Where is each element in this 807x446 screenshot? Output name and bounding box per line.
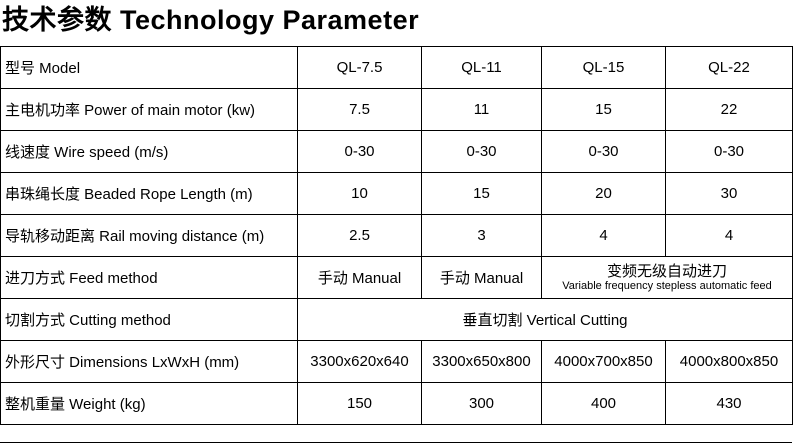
cell-weight-1: 150 — [297, 382, 422, 426]
cell-wire-speed-4: 0-30 — [665, 130, 793, 174]
cell-motor-power-4: 22 — [665, 88, 793, 132]
table-row-model: 型号 Model QL-7.5 QL-11 QL-15 QL-22 — [0, 46, 793, 90]
table-row-motor-power: 主电机功率 Power of main motor (kw) 7.5 11 15… — [0, 88, 793, 132]
row-label-motor-power: 主电机功率 Power of main motor (kw) — [0, 88, 298, 132]
table-row-weight: 整机重量 Weight (kg) 150 300 400 430 — [0, 382, 793, 426]
cell-feed-method-1: 手动 Manual — [297, 256, 422, 300]
page-title: 技术参数 Technology Parameter — [2, 5, 420, 35]
cell-rope-length-2: 15 — [421, 172, 542, 216]
cell-wire-speed-2: 0-30 — [421, 130, 542, 174]
cell-rope-length-3: 20 — [541, 172, 666, 216]
cell-motor-power-2: 11 — [421, 88, 542, 132]
cell-cutting-method-merged: 垂直切割 Vertical Cutting — [297, 298, 793, 342]
cell-weight-4: 430 — [665, 382, 793, 426]
cell-motor-power-1: 7.5 — [297, 88, 422, 132]
cell-dimensions-3: 4000x700x850 — [541, 340, 666, 384]
cell-wire-speed-3: 0-30 — [541, 130, 666, 174]
cell-rope-length-4: 30 — [665, 172, 793, 216]
row-label-feed-method: 进刀方式 Feed method — [0, 256, 298, 300]
tech-parameter-table: 型号 Model QL-7.5 QL-11 QL-15 QL-22 主电机功率 … — [0, 46, 793, 426]
cell-motor-power-3: 15 — [541, 88, 666, 132]
cell-model-4: QL-22 — [665, 46, 793, 90]
cell-weight-2: 300 — [421, 382, 542, 426]
cell-model-1: QL-7.5 — [297, 46, 422, 90]
table-row-rail-distance: 导轨移动距离 Rail moving distance (m) 2.5 3 4 … — [0, 214, 793, 258]
row-label-dimensions: 外形尺寸 Dimensions LxWxH (mm) — [0, 340, 298, 384]
cropped-next-row-border — [0, 442, 792, 444]
row-label-rope-length: 串珠绳长度 Beaded Rope Length (m) — [0, 172, 298, 216]
table-row-rope-length: 串珠绳长度 Beaded Rope Length (m) 10 15 20 30 — [0, 172, 793, 216]
row-label-wire-speed: 线速度 Wire speed (m/s) — [0, 130, 298, 174]
table-row-feed-method: 进刀方式 Feed method 手动 Manual 手动 Manual 变频无… — [0, 256, 793, 300]
table-row-wire-speed: 线速度 Wire speed (m/s) 0-30 0-30 0-30 0-30 — [0, 130, 793, 174]
cell-feed-method-merged: 变频无级自动进刀 Variable frequency stepless aut… — [541, 256, 793, 300]
row-label-weight: 整机重量 Weight (kg) — [0, 382, 298, 426]
cell-dimensions-4: 4000x800x850 — [665, 340, 793, 384]
cell-rope-length-1: 10 — [297, 172, 422, 216]
feed-method-merged-sub: Variable frequency stepless automatic fe… — [562, 280, 772, 293]
cell-dimensions-1: 3300x620x640 — [297, 340, 422, 384]
row-label-cutting-method: 切割方式 Cutting method — [0, 298, 298, 342]
cell-rail-distance-3: 4 — [541, 214, 666, 258]
cell-weight-3: 400 — [541, 382, 666, 426]
cell-rail-distance-4: 4 — [665, 214, 793, 258]
table-row-cutting-method: 切割方式 Cutting method 垂直切割 Vertical Cuttin… — [0, 298, 793, 342]
table-row-dimensions: 外形尺寸 Dimensions LxWxH (mm) 3300x620x640 … — [0, 340, 793, 384]
row-label-model: 型号 Model — [0, 46, 298, 90]
cell-rail-distance-1: 2.5 — [297, 214, 422, 258]
cell-model-2: QL-11 — [421, 46, 542, 90]
cell-rail-distance-2: 3 — [421, 214, 542, 258]
cell-dimensions-2: 3300x650x800 — [421, 340, 542, 384]
cell-wire-speed-1: 0-30 — [297, 130, 422, 174]
feed-method-merged-main: 变频无级自动进刀 — [606, 263, 727, 281]
cell-model-3: QL-15 — [541, 46, 666, 90]
cell-feed-method-2: 手动 Manual — [421, 256, 542, 300]
row-label-rail-distance: 导轨移动距离 Rail moving distance (m) — [0, 214, 298, 258]
